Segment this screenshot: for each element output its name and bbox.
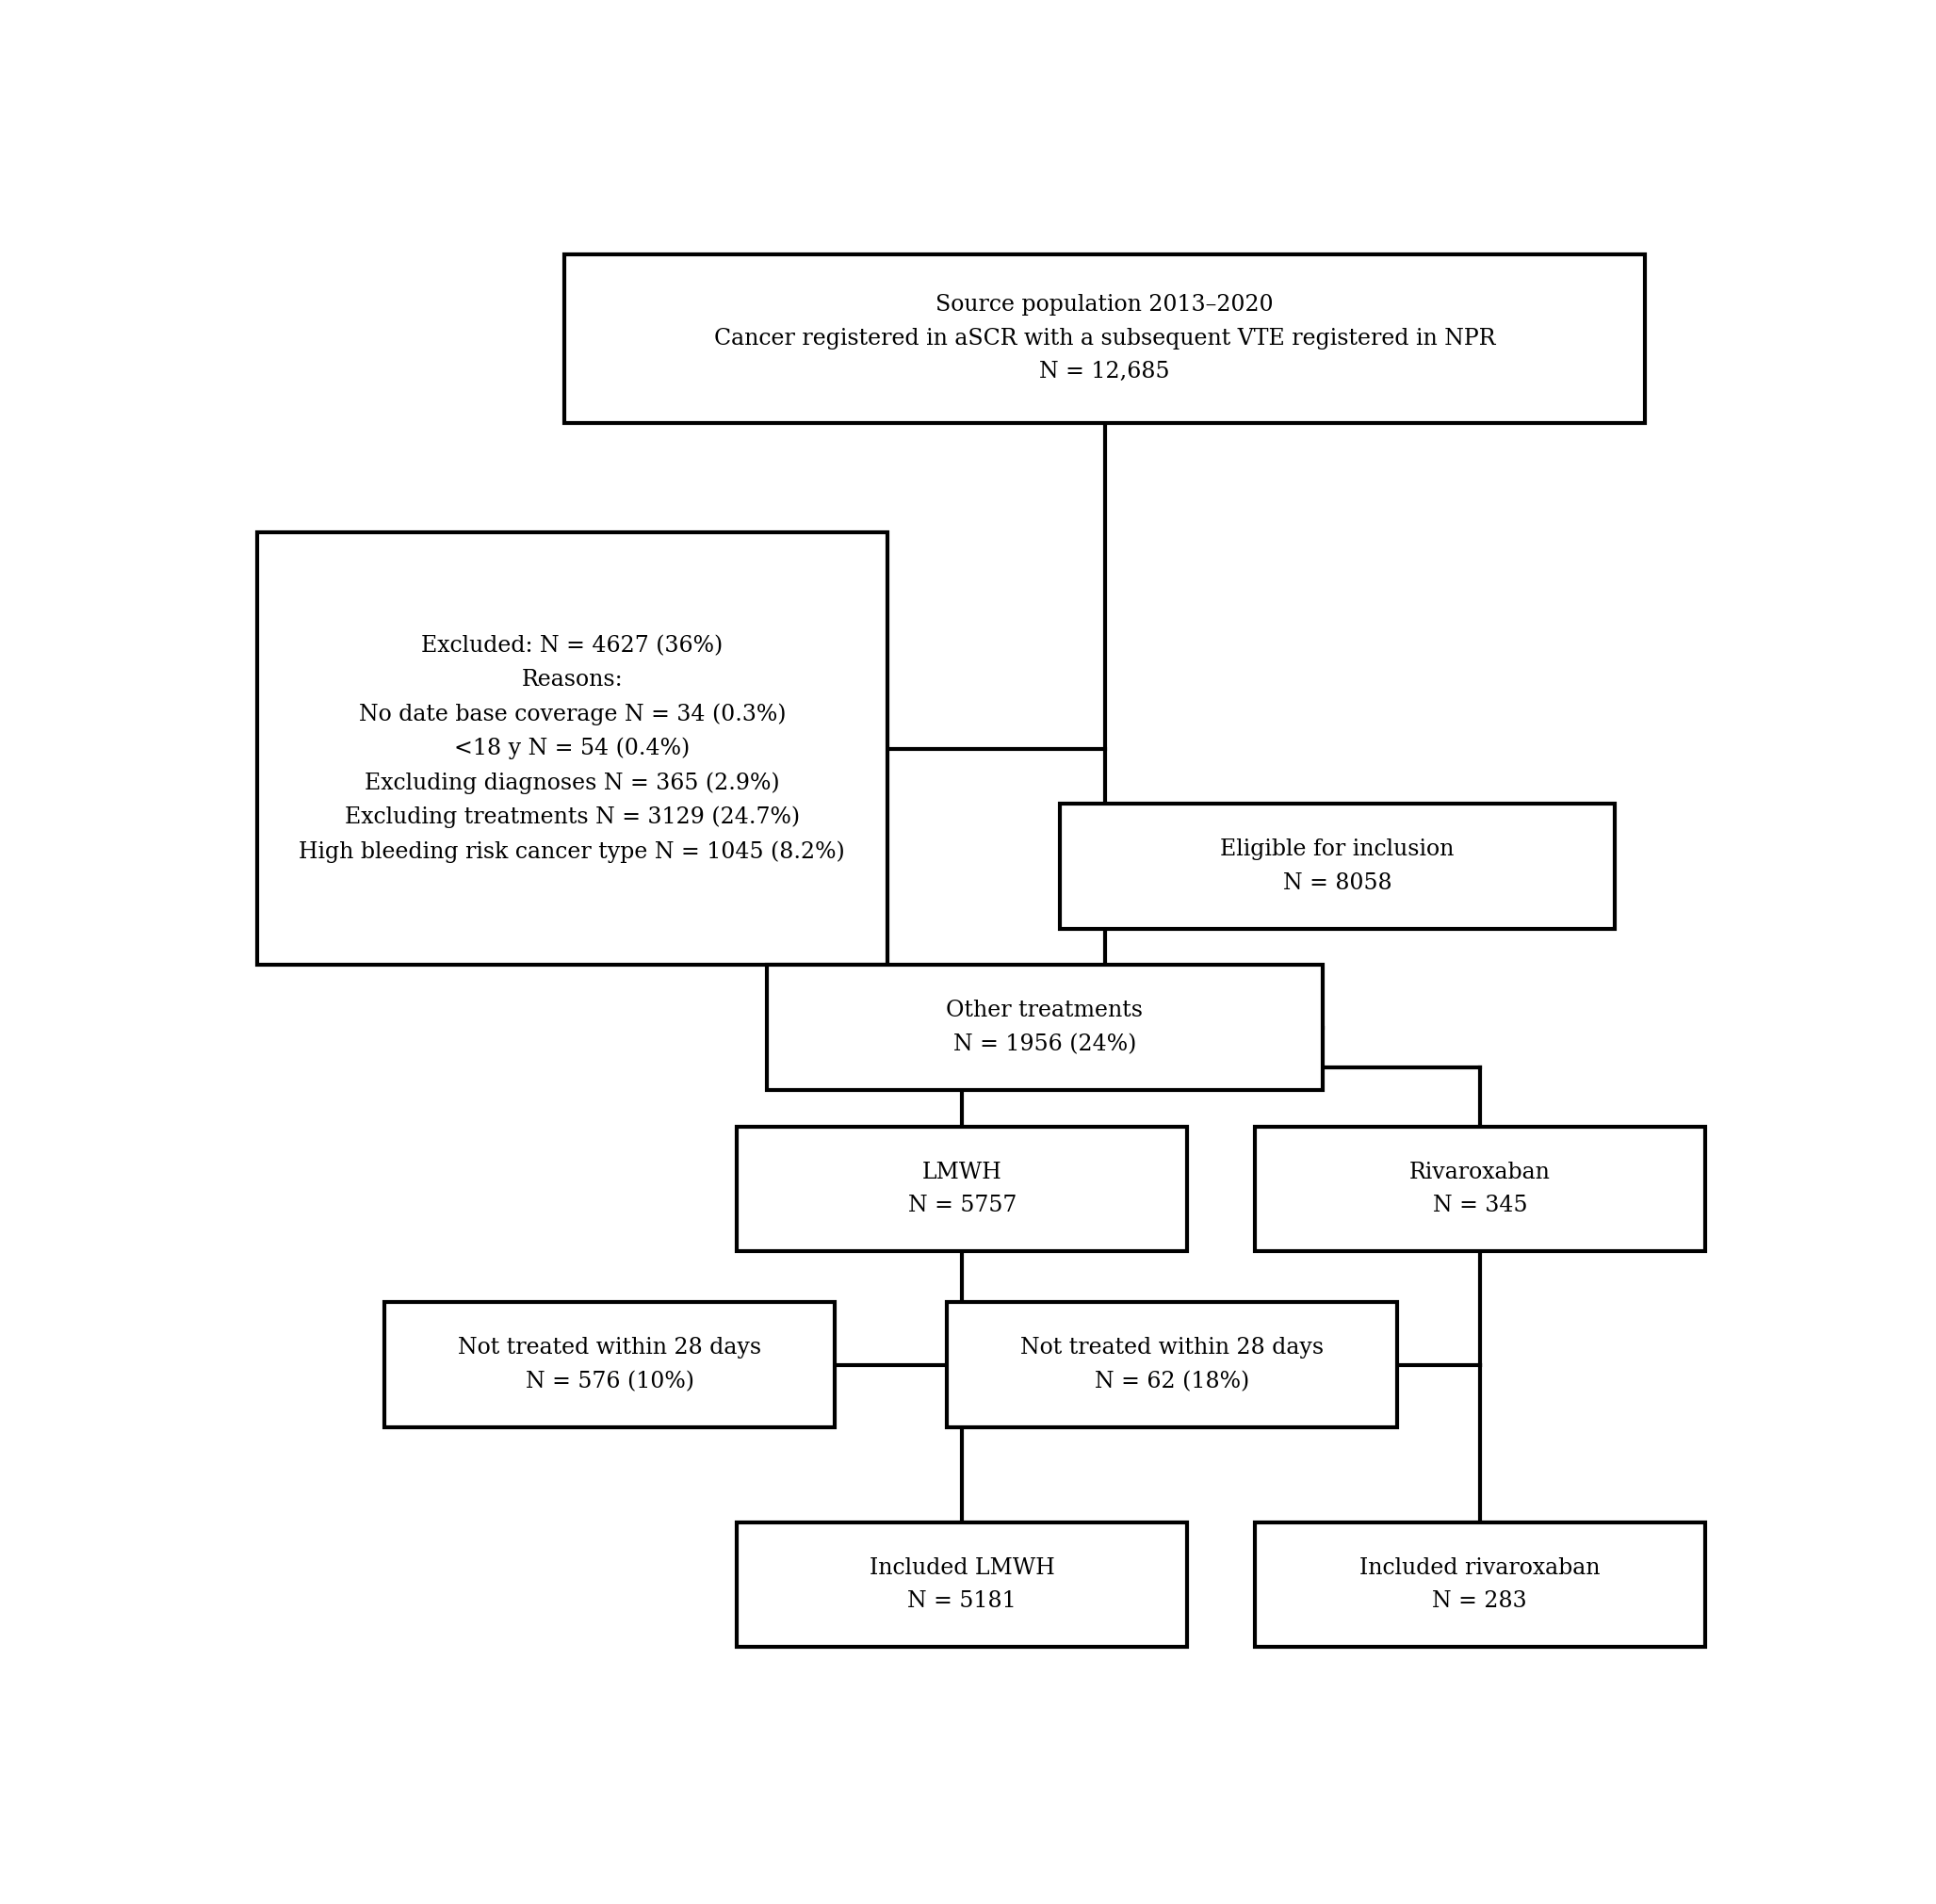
FancyBboxPatch shape xyxy=(1059,803,1615,929)
FancyBboxPatch shape xyxy=(738,1127,1187,1251)
Text: Not treated within 28 days
N = 62 (18%): Not treated within 28 days N = 62 (18%) xyxy=(1020,1337,1324,1392)
FancyBboxPatch shape xyxy=(1255,1523,1706,1647)
FancyBboxPatch shape xyxy=(385,1302,834,1426)
Text: Eligible for inclusion
N = 8058: Eligible for inclusion N = 8058 xyxy=(1220,838,1454,893)
Text: Source population 2013–2020
Cancer registered in aSCR with a subsequent VTE regi: Source population 2013–2020 Cancer regis… xyxy=(714,293,1495,383)
FancyBboxPatch shape xyxy=(257,533,887,965)
Text: LMWH
N = 5757: LMWH N = 5757 xyxy=(908,1161,1016,1217)
Text: Included rivaroxaban
N = 283: Included rivaroxaban N = 283 xyxy=(1359,1557,1601,1613)
FancyBboxPatch shape xyxy=(565,253,1646,423)
FancyBboxPatch shape xyxy=(738,1523,1187,1647)
Text: Not treated within 28 days
N = 576 (10%): Not treated within 28 days N = 576 (10%) xyxy=(457,1337,761,1392)
Text: Included LMWH
N = 5181: Included LMWH N = 5181 xyxy=(869,1557,1055,1613)
FancyBboxPatch shape xyxy=(767,965,1322,1089)
Text: Excluded: N = 4627 (36%)
Reasons:
No date base coverage N = 34 (0.3%)
<18 y N = : Excluded: N = 4627 (36%) Reasons: No dat… xyxy=(298,636,846,863)
Text: Other treatments
N = 1956 (24%): Other treatments N = 1956 (24%) xyxy=(947,1000,1142,1055)
Text: Rivaroxaban
N = 345: Rivaroxaban N = 345 xyxy=(1409,1161,1551,1217)
FancyBboxPatch shape xyxy=(947,1302,1398,1426)
FancyBboxPatch shape xyxy=(1255,1127,1706,1251)
